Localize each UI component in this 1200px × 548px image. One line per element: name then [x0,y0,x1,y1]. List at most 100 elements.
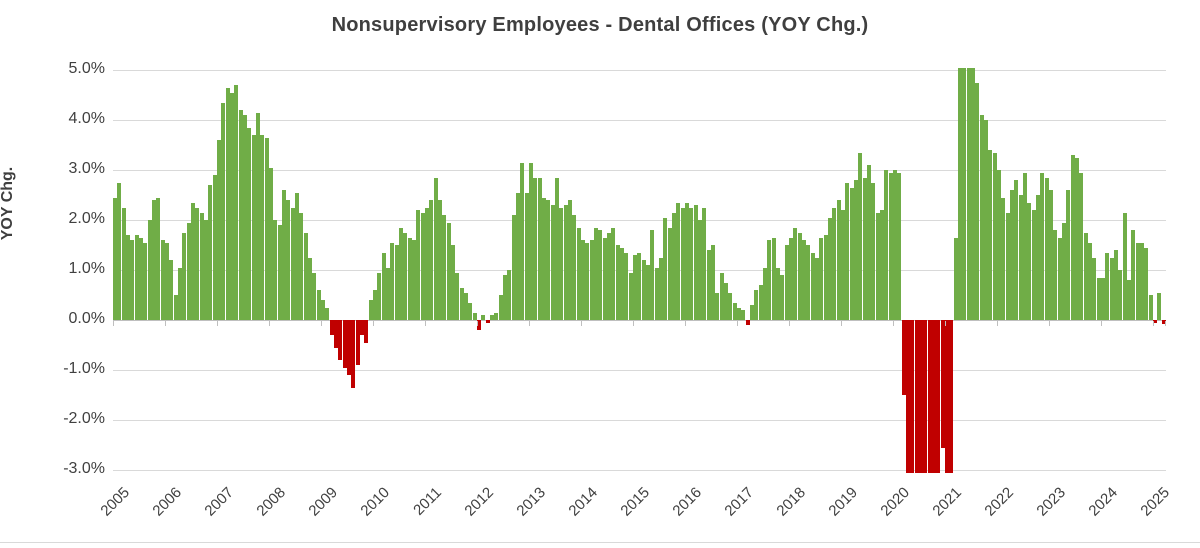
bar-month-163 [819,237,824,320]
bar-month-231 [1114,250,1118,320]
bar-month-170 [849,187,854,320]
bar-month-11 [160,240,165,320]
bar-month-227 [1096,277,1101,320]
bar-month-59 [368,300,373,320]
bar-month-208 [1014,180,1019,320]
bar-month-129 [672,212,676,320]
bar-month-207 [1010,190,1014,320]
bar-month-130 [676,202,681,320]
bar-month-53 [342,320,347,368]
bar-month-15 [178,267,182,320]
bar-month-199 [975,82,980,320]
bar-month-61 [377,272,382,320]
year-tick [321,321,322,326]
bar-month-240 [1153,320,1157,323]
bar-month-87 [490,315,494,320]
y-tick-label: 4.0% [68,110,105,127]
year-tick [893,321,894,326]
bar-month-210 [1023,172,1027,320]
bar-month-65 [394,245,399,320]
bar-month-174 [867,165,871,320]
bar-month-183 [906,320,910,473]
bar-month-81 [464,292,468,320]
gridline [113,219,1166,221]
year-tick [737,321,738,326]
bar-month-166 [832,207,837,320]
bar-month-204 [997,170,1001,320]
bar-month-128 [667,227,672,320]
bar-month-169 [845,182,850,320]
bar-month-211 [1027,202,1032,320]
bar-month-110 [589,240,594,320]
bar-month-30 [243,115,247,320]
bar-month-90 [503,275,507,320]
chart-border-bottom [0,542,1200,543]
bar-month-226 [1092,257,1097,320]
bar-month-181 [897,172,902,320]
bar-month-202 [988,150,993,320]
bar-month-220 [1066,190,1071,320]
bar-month-160 [806,245,811,320]
bar-month-0 [113,197,117,320]
bar-month-125 [654,267,659,320]
bar-month-236 [1135,242,1140,320]
bar-month-68 [407,237,412,320]
gridline [113,419,1166,421]
bar-month-177 [880,210,884,320]
year-tick [113,321,114,326]
bar-month-179 [888,172,893,320]
bar-month-36 [269,167,273,320]
bar-month-52 [338,320,343,360]
bar-month-192 [945,320,949,473]
bar-month-58 [364,320,369,343]
bar-month-172 [858,152,863,320]
bar-month-241 [1157,292,1162,320]
bar-month-21 [204,220,208,320]
year-tick [477,321,478,326]
bar-month-5 [134,235,139,320]
bar-month-136 [702,207,707,320]
y-tick-label: 5.0% [68,60,105,77]
bar-month-142 [728,292,733,320]
bar-month-139 [715,292,720,320]
bar-month-233 [1122,212,1127,320]
gridline [113,119,1166,121]
bar-month-94 [520,162,525,320]
bar-month-216 [1049,190,1053,320]
bar-month-118 [624,252,629,320]
bar-month-3 [126,235,130,320]
year-tick-end [1165,321,1166,326]
bar-month-107 [576,227,581,320]
bar-month-173 [862,177,867,320]
chart-title: Nonsupervisory Employees - Dental Office… [331,14,869,36]
bar-month-184 [910,320,915,473]
year-tick [373,321,374,326]
bar-month-158 [797,232,802,320]
y-axis-title-text: YOY Chg. [0,166,16,241]
year-tick [789,321,790,326]
bar-month-132 [685,202,689,320]
bar-month-123 [646,265,650,320]
bar-month-50 [329,320,334,335]
year-tick [165,321,166,326]
bar-month-26 [225,87,230,320]
year-tick [529,321,530,326]
bar-month-239 [1148,295,1153,320]
bar-month-9 [152,200,156,320]
bar-month-88 [494,312,499,320]
bar-month-82 [468,302,473,320]
bar-month-4 [130,240,135,320]
bar-month-103 [559,207,564,320]
bar-month-180 [893,170,897,320]
bar-month-223 [1079,172,1084,320]
bar-month-219 [1062,222,1066,320]
bar-month-86 [485,320,490,323]
bar-month-51 [334,320,338,348]
bar-month-154 [780,275,785,320]
bar-month-100 [546,200,551,320]
bar-month-238 [1144,247,1149,320]
bar-month-39 [282,190,286,320]
bar-month-161 [810,252,815,320]
bar-month-27 [230,92,234,320]
